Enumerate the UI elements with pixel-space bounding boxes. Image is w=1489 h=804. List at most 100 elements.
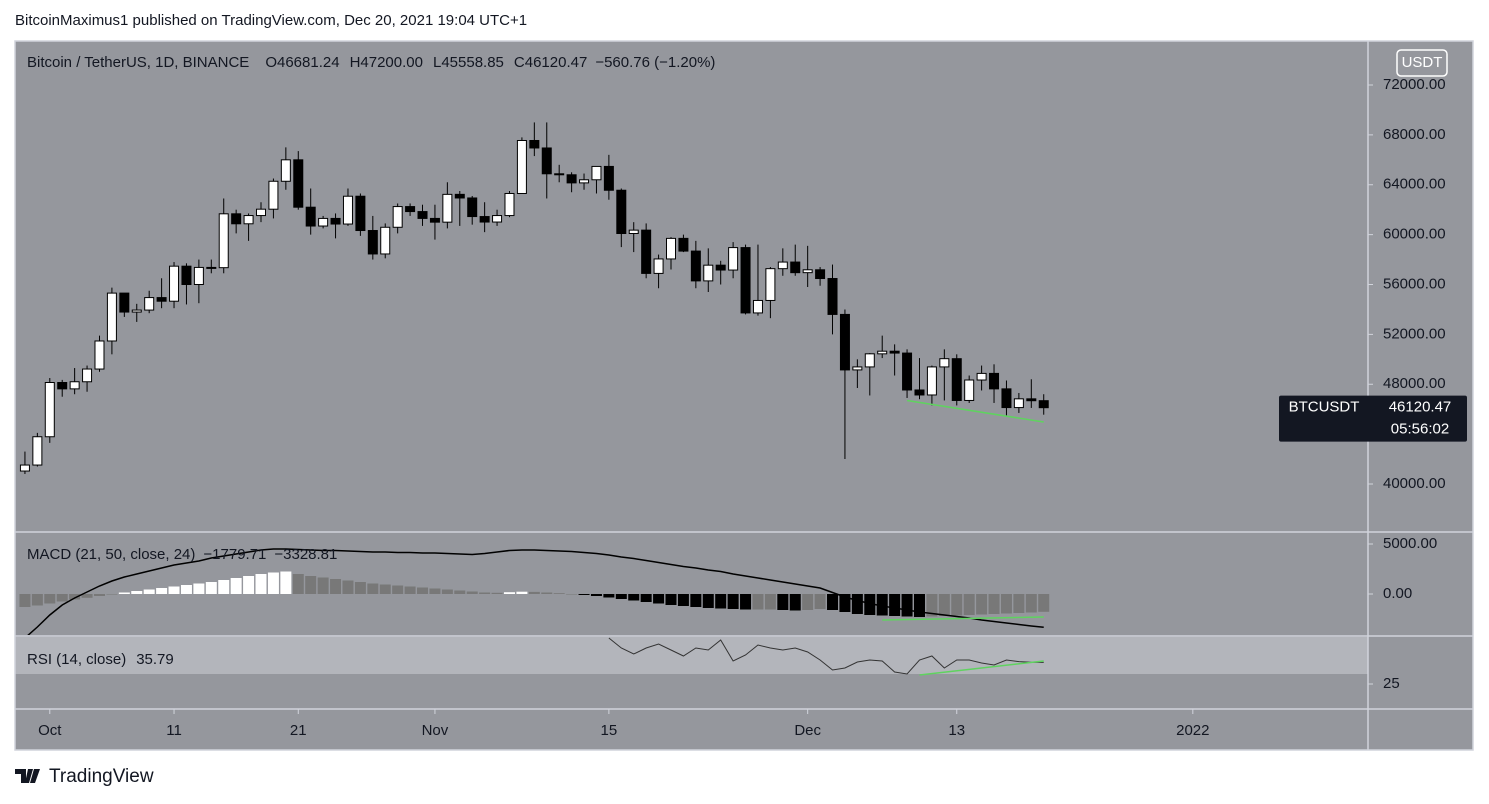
macd-histogram-bar bbox=[1000, 594, 1012, 614]
macd-histogram-bar bbox=[578, 594, 590, 595]
candle-body bbox=[131, 309, 142, 313]
currency-label[interactable]: USDT bbox=[1402, 54, 1443, 71]
candle-body bbox=[1001, 388, 1012, 409]
rsi-band bbox=[15, 637, 1368, 674]
symbol-legend: Bitcoin / TetherUS, 1D, BINANCE O46681.24… bbox=[27, 54, 715, 71]
candle-body bbox=[392, 206, 403, 228]
macd-histogram-bar bbox=[1013, 594, 1025, 613]
macd-histogram-bar bbox=[429, 588, 441, 594]
macd-histogram-bar bbox=[976, 594, 988, 615]
macd-histogram-bar bbox=[56, 594, 68, 602]
macd-histogram-bar bbox=[615, 594, 627, 599]
y-tick-label: 0.00 bbox=[1383, 585, 1412, 602]
macd-histogram-bar bbox=[913, 594, 925, 617]
macd-histogram-bar bbox=[466, 591, 478, 594]
macd-histogram-bar bbox=[267, 572, 279, 594]
macd-histogram-bar bbox=[180, 585, 192, 594]
candle-body bbox=[852, 366, 863, 371]
macd-histogram-bar bbox=[1038, 594, 1050, 612]
x-tick-label: 2022 bbox=[1176, 722, 1209, 739]
candle-body bbox=[566, 174, 577, 184]
candle-body bbox=[678, 237, 689, 252]
macd-histogram-bar bbox=[354, 582, 366, 594]
y-tick-label: 48000.00 bbox=[1383, 375, 1446, 392]
macd-histogram-bar bbox=[938, 594, 950, 616]
macd-histogram-bar bbox=[503, 592, 515, 594]
candle-body bbox=[690, 250, 701, 282]
macd-histogram-bar bbox=[168, 586, 180, 594]
candle-body bbox=[318, 217, 329, 227]
price-pane bbox=[19, 122, 1049, 475]
macd-histogram-bar bbox=[702, 594, 714, 608]
legend: Bitcoin / TetherUS, 1D, BINANCE O46681.24… bbox=[27, 54, 715, 668]
candle-body bbox=[44, 382, 55, 438]
candle-body bbox=[330, 217, 341, 225]
y-tick-label: 64000.00 bbox=[1383, 176, 1446, 193]
candle-body bbox=[417, 211, 428, 219]
candle-body bbox=[169, 265, 180, 302]
candle-body bbox=[902, 352, 913, 391]
candle-body bbox=[964, 379, 975, 401]
macd-histogram-bar bbox=[292, 574, 304, 594]
macd-title: MACD (21, 50, close, 24) bbox=[27, 546, 195, 563]
ohlc-key: L bbox=[433, 54, 441, 71]
y-tick-label: 52000.00 bbox=[1383, 325, 1446, 342]
divergence-line bbox=[906, 399, 1044, 423]
macd-histogram-bar bbox=[653, 594, 665, 604]
macd-histogram-bar bbox=[926, 594, 938, 617]
ohlc-key: O bbox=[265, 54, 277, 71]
macd-histogram-bar bbox=[1025, 594, 1037, 613]
macd-histogram-bar bbox=[19, 594, 31, 607]
candle-body bbox=[728, 247, 739, 271]
candle-body bbox=[94, 340, 105, 370]
rsi-title: RSI (14, close) bbox=[27, 651, 126, 668]
candle-body bbox=[380, 226, 391, 255]
currency-button[interactable]: USDT bbox=[1396, 49, 1448, 77]
macd-histogram-bar bbox=[417, 587, 429, 594]
macd-histogram-bar bbox=[218, 580, 230, 594]
macd-histogram-bar bbox=[566, 594, 578, 595]
macd-histogram-bar bbox=[330, 579, 342, 594]
macd-histogram-bar bbox=[864, 594, 876, 615]
candle-body bbox=[156, 297, 167, 302]
currency-button-frame[interactable] bbox=[1396, 49, 1448, 77]
macd-histogram-bar bbox=[951, 594, 963, 616]
macd-histogram-bar bbox=[280, 571, 292, 594]
macd-histogram-bar bbox=[205, 582, 217, 594]
divergence-line bbox=[882, 616, 1044, 621]
macd-histogram-bar bbox=[143, 589, 155, 594]
candle-body bbox=[181, 265, 192, 286]
macd-legend: MACD (21, 50, close, 24) −1779.71 −3328.81 bbox=[27, 546, 337, 563]
candle-body bbox=[106, 292, 117, 342]
symbol-title: Bitcoin / TetherUS, 1D, BINANCE bbox=[27, 54, 249, 71]
candle-body bbox=[69, 381, 80, 390]
macd-histogram-bar bbox=[118, 592, 130, 594]
tradingview-logo bbox=[15, 769, 40, 783]
y-tick-label: 68000.00 bbox=[1383, 126, 1446, 143]
candle-body bbox=[703, 264, 714, 282]
candle-body bbox=[641, 229, 652, 274]
macd-histogram-bar bbox=[243, 576, 255, 594]
macd-histogram-bar bbox=[876, 594, 888, 616]
ohlc-value: 47200.00 bbox=[360, 54, 423, 71]
candle-body bbox=[293, 159, 304, 208]
candle-body bbox=[864, 353, 875, 368]
x-tick-label: 15 bbox=[601, 722, 618, 739]
chart-frame bbox=[14, 40, 1474, 751]
macd-histogram-bar bbox=[106, 594, 118, 595]
candle-body bbox=[790, 261, 801, 274]
candle-body bbox=[1013, 398, 1024, 409]
candle-body bbox=[193, 266, 204, 286]
candle-body bbox=[429, 217, 440, 223]
axes: 40000.0044000.0048000.0052000.0056000.00… bbox=[14, 40, 1474, 751]
macd-histogram-bar bbox=[379, 584, 391, 594]
macd-histogram-bar bbox=[715, 594, 727, 609]
macd-histogram-bar bbox=[628, 594, 640, 601]
last-price: 46120.47 bbox=[1389, 399, 1452, 416]
macd-histogram-bar bbox=[404, 586, 416, 594]
candle-body bbox=[144, 297, 155, 311]
macd-histogram-bar bbox=[677, 594, 689, 606]
ohlc-value: 46120.47 bbox=[525, 54, 588, 71]
candle-body bbox=[989, 372, 1000, 390]
macd-histogram-bar bbox=[802, 594, 814, 610]
